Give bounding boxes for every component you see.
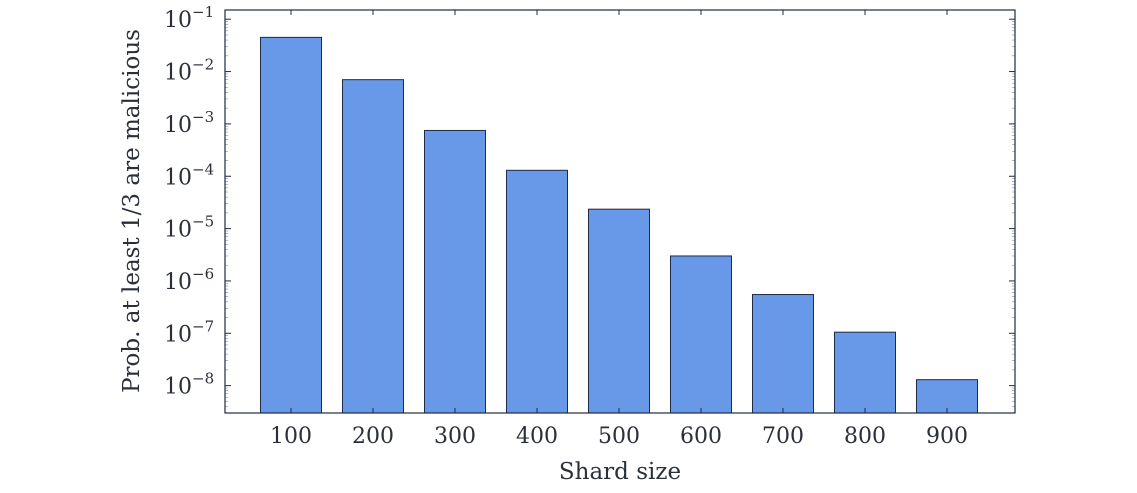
x-tick-label: 800 [844, 424, 886, 449]
x-tick-label: 700 [762, 424, 804, 449]
y-tick-label: 10−4 [164, 160, 214, 190]
bar-400 [506, 169, 568, 414]
x-tick-label: 900 [926, 424, 968, 449]
bar-900 [916, 379, 978, 414]
x-tick-label: 300 [434, 424, 476, 449]
y-tick-label: 10−2 [164, 56, 214, 86]
bar-200 [342, 79, 404, 414]
bars [260, 36, 978, 414]
x-tick-label: 100 [270, 424, 312, 449]
y-tick-label: 10−3 [164, 108, 214, 138]
bar-300 [424, 129, 486, 414]
y-tick-label: 10−7 [164, 317, 214, 347]
bar-100 [260, 36, 322, 414]
bar-500 [588, 208, 650, 414]
x-axis: 100 200 300 400 500 600 700 800 900 [270, 10, 968, 449]
x-tick-label: 200 [352, 424, 394, 449]
plot-frame [224, 9, 1016, 414]
y-tick-label: 10−8 [164, 370, 214, 400]
x-tick-label: 500 [598, 424, 640, 449]
bar-700 [752, 294, 814, 414]
bar-600 [670, 255, 732, 414]
y-tick-label: 10−5 [164, 213, 214, 243]
y-tick-label: 10−1 [164, 3, 214, 33]
x-tick-label: 600 [680, 424, 722, 449]
y-tick-label: 10−6 [164, 265, 214, 295]
x-axis-title: Shard size [559, 459, 681, 485]
y-axis-title: Prob. at least 1/3 are malicious [119, 29, 145, 393]
y-axis: 10−8 10−7 10−6 10−5 10−4 10−3 10−2 10−1 [164, 3, 1015, 400]
bar-800 [834, 331, 896, 414]
x-tick-label: 400 [516, 424, 558, 449]
